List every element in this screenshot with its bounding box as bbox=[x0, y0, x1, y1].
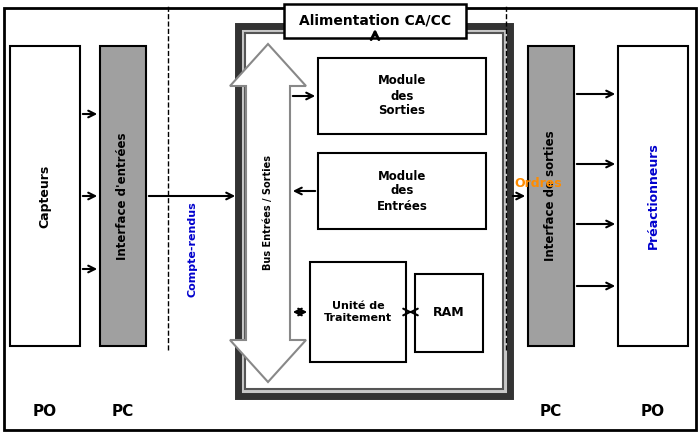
Bar bbox=[415, 274, 483, 352]
Text: Interface de sorties: Interface de sorties bbox=[545, 131, 557, 261]
Text: Alimentation CA/CC: Alimentation CA/CC bbox=[299, 14, 451, 28]
Bar bbox=[245, 33, 503, 389]
Text: Capteurs: Capteurs bbox=[38, 164, 52, 227]
Text: PO: PO bbox=[33, 404, 57, 420]
Text: PC: PC bbox=[112, 404, 134, 420]
Text: Compte-rendus: Compte-rendus bbox=[187, 201, 197, 297]
Bar bbox=[100, 46, 146, 346]
Text: PC: PC bbox=[540, 404, 562, 420]
Text: Ordres: Ordres bbox=[514, 177, 561, 190]
Polygon shape bbox=[230, 44, 306, 382]
Text: RAM: RAM bbox=[433, 306, 465, 319]
Bar bbox=[318, 153, 486, 229]
Bar bbox=[238, 26, 510, 396]
Bar bbox=[310, 262, 406, 362]
Text: Unité de
Traitement: Unité de Traitement bbox=[324, 301, 392, 323]
Bar bbox=[528, 46, 574, 346]
Bar bbox=[318, 58, 486, 134]
Text: Module
des
Sorties: Module des Sorties bbox=[378, 75, 426, 118]
Bar bbox=[284, 4, 466, 38]
Text: Module
des
Entrées: Module des Entrées bbox=[377, 170, 428, 213]
Bar bbox=[618, 46, 688, 346]
Text: Bus Entrées / Sorties: Bus Entrées / Sorties bbox=[263, 155, 273, 270]
Bar bbox=[10, 46, 80, 346]
Text: Interface d'entrées: Interface d'entrées bbox=[116, 132, 130, 260]
Text: Préactionneurs: Préactionneurs bbox=[647, 143, 659, 250]
Text: PO: PO bbox=[641, 404, 665, 420]
